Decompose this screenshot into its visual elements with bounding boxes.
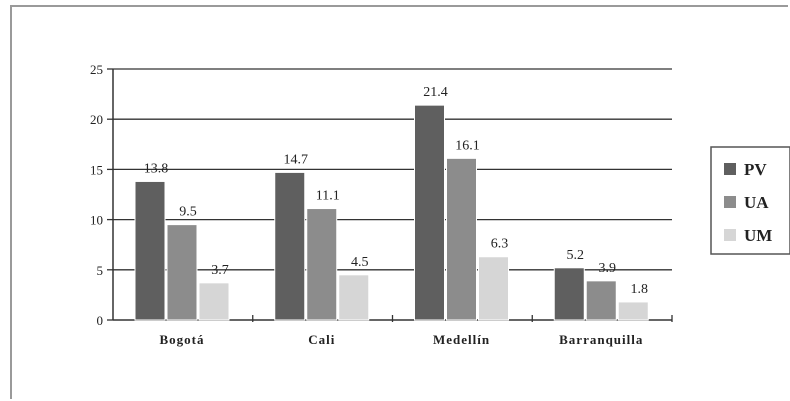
bar-pv bbox=[274, 171, 306, 321]
legend-swatch-ua bbox=[724, 196, 736, 208]
legend-swatch-pv bbox=[724, 163, 736, 175]
bar-pv bbox=[134, 180, 166, 321]
data-label: 14.7 bbox=[284, 152, 309, 167]
y-tick-label: 10 bbox=[90, 213, 103, 228]
data-label: 5.2 bbox=[567, 248, 585, 263]
data-label: 4.5 bbox=[351, 255, 369, 270]
y-tick-label: 25 bbox=[90, 62, 103, 77]
bar-ua bbox=[585, 280, 617, 321]
bar-ua bbox=[166, 224, 198, 321]
legend-swatch-um bbox=[724, 229, 736, 241]
bar-um bbox=[617, 301, 649, 321]
bar-pv bbox=[414, 104, 445, 321]
data-label: 1.8 bbox=[631, 282, 649, 297]
y-tick-label: 5 bbox=[97, 263, 104, 278]
data-label: 16.1 bbox=[455, 138, 480, 153]
bar-pv bbox=[553, 267, 585, 321]
bar-ua bbox=[306, 208, 338, 321]
data-label: 11.1 bbox=[316, 189, 340, 204]
y-tick-label: 0 bbox=[97, 313, 104, 328]
data-label: 13.8 bbox=[144, 161, 169, 176]
bar-um bbox=[338, 274, 370, 321]
data-label: 3.9 bbox=[599, 261, 617, 276]
y-tick-label: 20 bbox=[90, 112, 103, 127]
legend-label-ua: UA bbox=[744, 193, 769, 212]
chart-frame bbox=[10, 5, 788, 399]
category-label: Bogotá bbox=[160, 332, 205, 347]
y-tick-label: 15 bbox=[90, 162, 103, 177]
bar-um bbox=[198, 282, 230, 321]
legend-label-um: UM bbox=[744, 226, 772, 245]
legend-label-pv: PV bbox=[744, 160, 767, 179]
data-label: 6.3 bbox=[491, 237, 509, 252]
category-label: Barranquilla bbox=[559, 332, 643, 347]
category-label: Cali bbox=[308, 332, 335, 347]
data-label: 9.5 bbox=[179, 205, 197, 220]
category-label: Medellín bbox=[433, 332, 490, 347]
bar-um bbox=[478, 256, 509, 321]
data-label: 3.7 bbox=[211, 263, 229, 278]
data-label: 21.4 bbox=[423, 85, 448, 100]
bar-ua bbox=[446, 157, 477, 321]
